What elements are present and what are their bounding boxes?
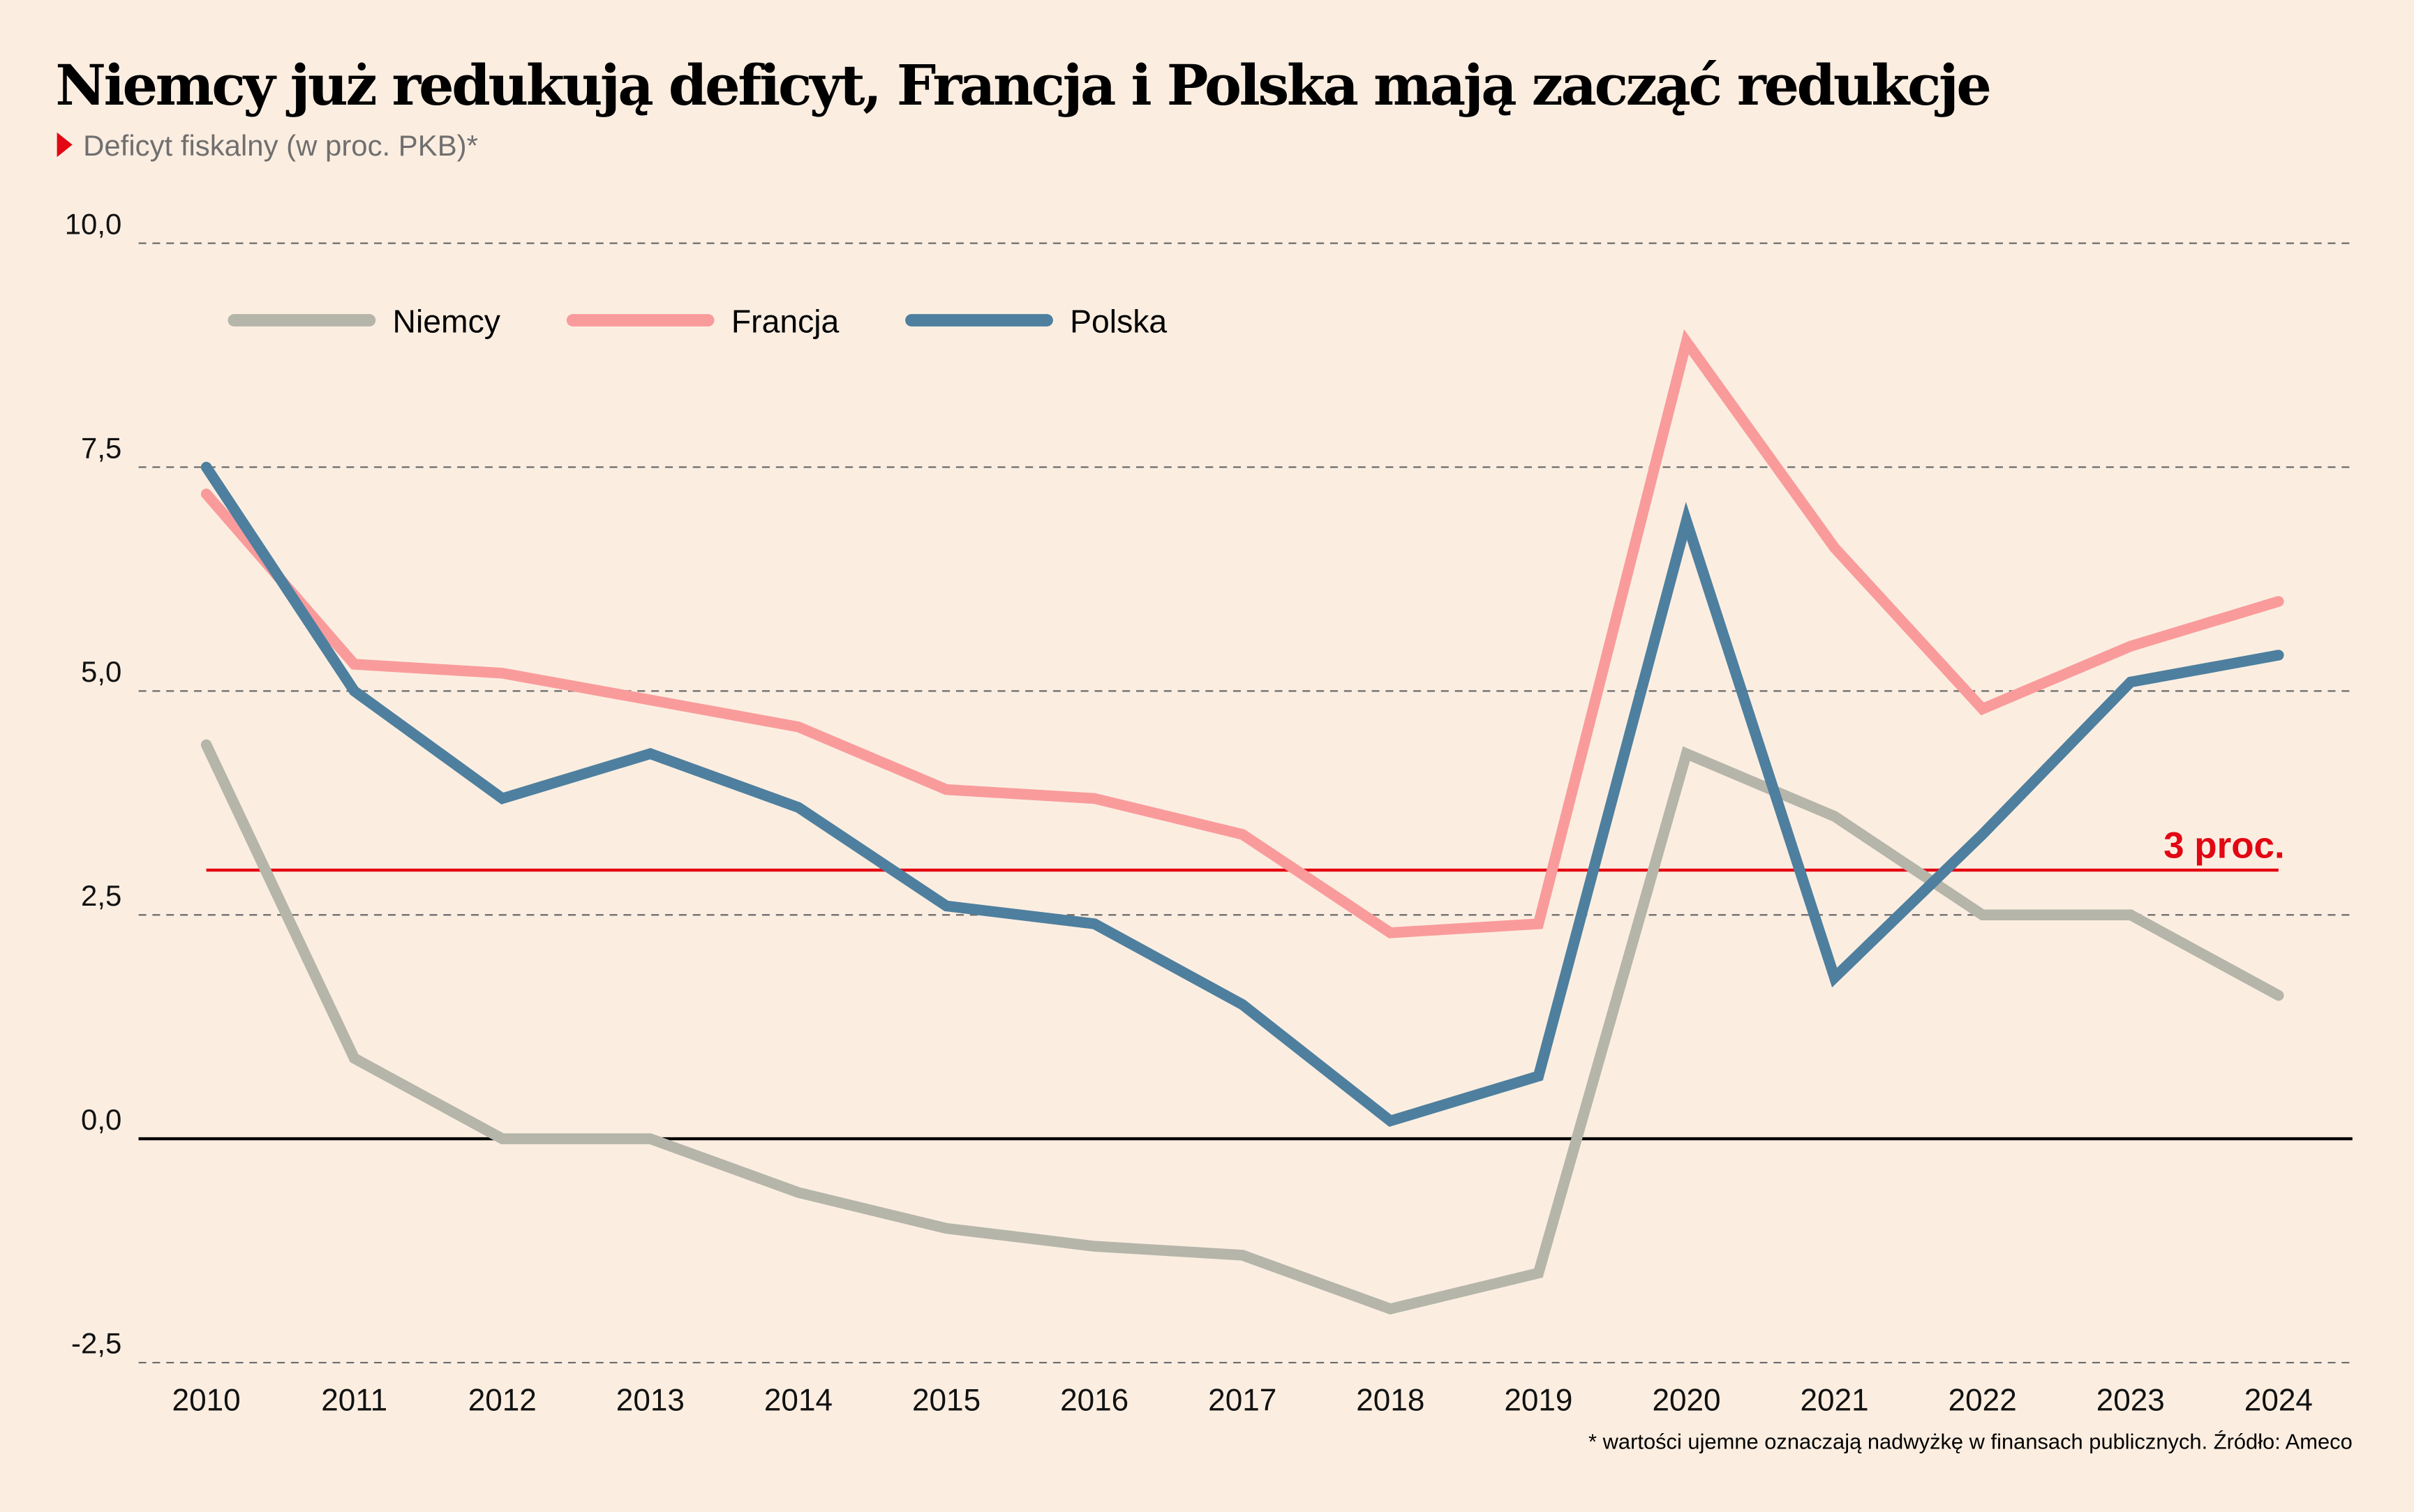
x-tick-label: 2020	[1652, 1383, 1720, 1417]
y-tick-label: 7,5	[81, 431, 121, 464]
legend-label-niemcy: Niemcy	[393, 304, 501, 340]
y-axis-ticks: 10,0 7,5 5,0 2,5 0,0 -2,5	[65, 207, 122, 1359]
x-tick-label: 2017	[1208, 1383, 1276, 1417]
series-lines	[200, 329, 2284, 1315]
x-tick-label: 2021	[1801, 1383, 1869, 1417]
x-tick-label: 2014	[764, 1383, 833, 1417]
footnote: * wartości ujemne oznaczają nadwyżkę w f…	[1588, 1430, 2353, 1454]
x-tick-label: 2013	[616, 1383, 685, 1417]
y-tick-label: 2,5	[81, 879, 121, 912]
x-tick-label: 2015	[912, 1383, 981, 1417]
x-tick-label: 2022	[1949, 1383, 2017, 1417]
x-axis-ticks: 2010 2011 2012 2013 2014 2015 2016 2017 2018 2019…	[172, 1383, 2313, 1417]
legend-label-polska: Polska	[1070, 304, 1167, 340]
x-tick-label: 2018	[1356, 1383, 1424, 1417]
legend-label-francja: Francja	[731, 304, 840, 340]
x-tick-label: 2019	[1504, 1383, 1572, 1417]
y-tick-label: 5,0	[81, 655, 121, 688]
x-tick-label: 2011	[321, 1383, 387, 1417]
y-tick-label: 10,0	[65, 207, 122, 240]
x-tick-label: 2024	[2244, 1383, 2313, 1417]
x-tick-label: 2012	[468, 1383, 537, 1417]
x-tick-label: 2016	[1060, 1383, 1128, 1417]
y-tick-label: 0,0	[81, 1103, 121, 1136]
chart-subtitle: Deficyt fiskalny (w proc. PKB)*	[83, 129, 478, 162]
x-tick-label: 2023	[2096, 1383, 2165, 1417]
reference-line-label: 3 proc.	[2163, 825, 2285, 866]
chart-title: Niemcy już redukują deficyt, Francja i P…	[55, 52, 1989, 118]
subtitle-marker-icon	[57, 132, 73, 158]
y-tick-label: -2,5	[71, 1327, 121, 1360]
x-tick-label: 2010	[172, 1383, 241, 1417]
legend: Niemcy Francja Polska	[228, 304, 1167, 340]
